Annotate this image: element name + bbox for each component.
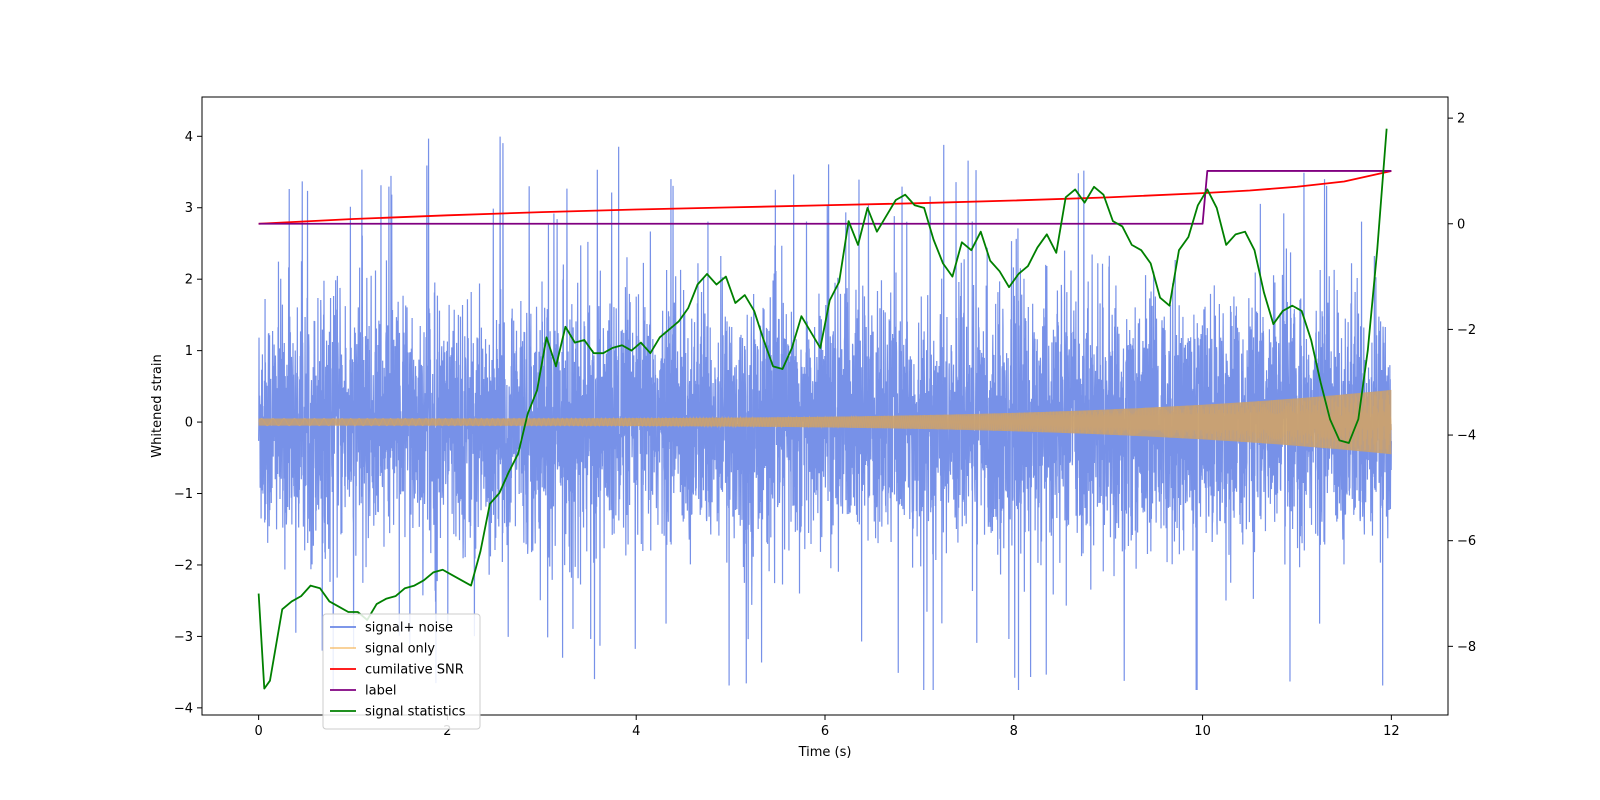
y2-tick-label: −2 — [1457, 323, 1476, 338]
y-tick-label: 2 — [185, 273, 193, 288]
legend-box — [322, 613, 481, 730]
legend-label: signal statistics — [365, 705, 466, 720]
x-tick-label: 0 — [254, 724, 262, 739]
series-label — [258, 170, 1392, 225]
y2-tick-label: −6 — [1457, 534, 1476, 549]
y2-tick-label: −8 — [1457, 640, 1476, 655]
x-tick-label: 4 — [632, 724, 640, 739]
y2-tick-label: 0 — [1457, 217, 1465, 232]
x-tick-label: 2 — [443, 724, 451, 739]
series-cumilative-snr — [258, 170, 1392, 225]
y-tick-label: −3 — [174, 630, 193, 645]
x-tick-label: 6 — [821, 724, 829, 739]
y-tick-label: 4 — [185, 130, 193, 145]
legend-label: label — [365, 684, 396, 699]
legend-label: signal only — [365, 642, 435, 657]
y-tick-label: 3 — [185, 201, 193, 216]
legend-label: cumilative SNR — [365, 663, 464, 678]
x-axis-label: Time (s) — [798, 745, 852, 760]
series-signal-only-envelope — [258, 389, 1392, 455]
y-axis-label: Whitened strain — [150, 354, 165, 457]
legend-label: signal+ noise — [365, 621, 453, 636]
y-tick-label: −2 — [174, 558, 193, 573]
y2-tick-label: 2 — [1457, 112, 1465, 127]
series-signal-plus-noise — [258, 136, 1392, 690]
series-signal-statistics — [257, 128, 1388, 690]
y-tick-label: −4 — [174, 701, 193, 716]
y-tick-label: 0 — [185, 416, 193, 431]
x-tick-label: 12 — [1383, 724, 1400, 739]
y-tick-label: −1 — [174, 487, 193, 502]
legend: signal+ noise signal only cumilative SNR la… — [322, 613, 481, 730]
x-tick-label: 8 — [1010, 724, 1018, 739]
y2-tick-label: −4 — [1457, 429, 1476, 444]
series-layer — [257, 128, 1392, 690]
y-tick-label: 1 — [185, 344, 193, 359]
x-tick-label: 10 — [1194, 724, 1211, 739]
